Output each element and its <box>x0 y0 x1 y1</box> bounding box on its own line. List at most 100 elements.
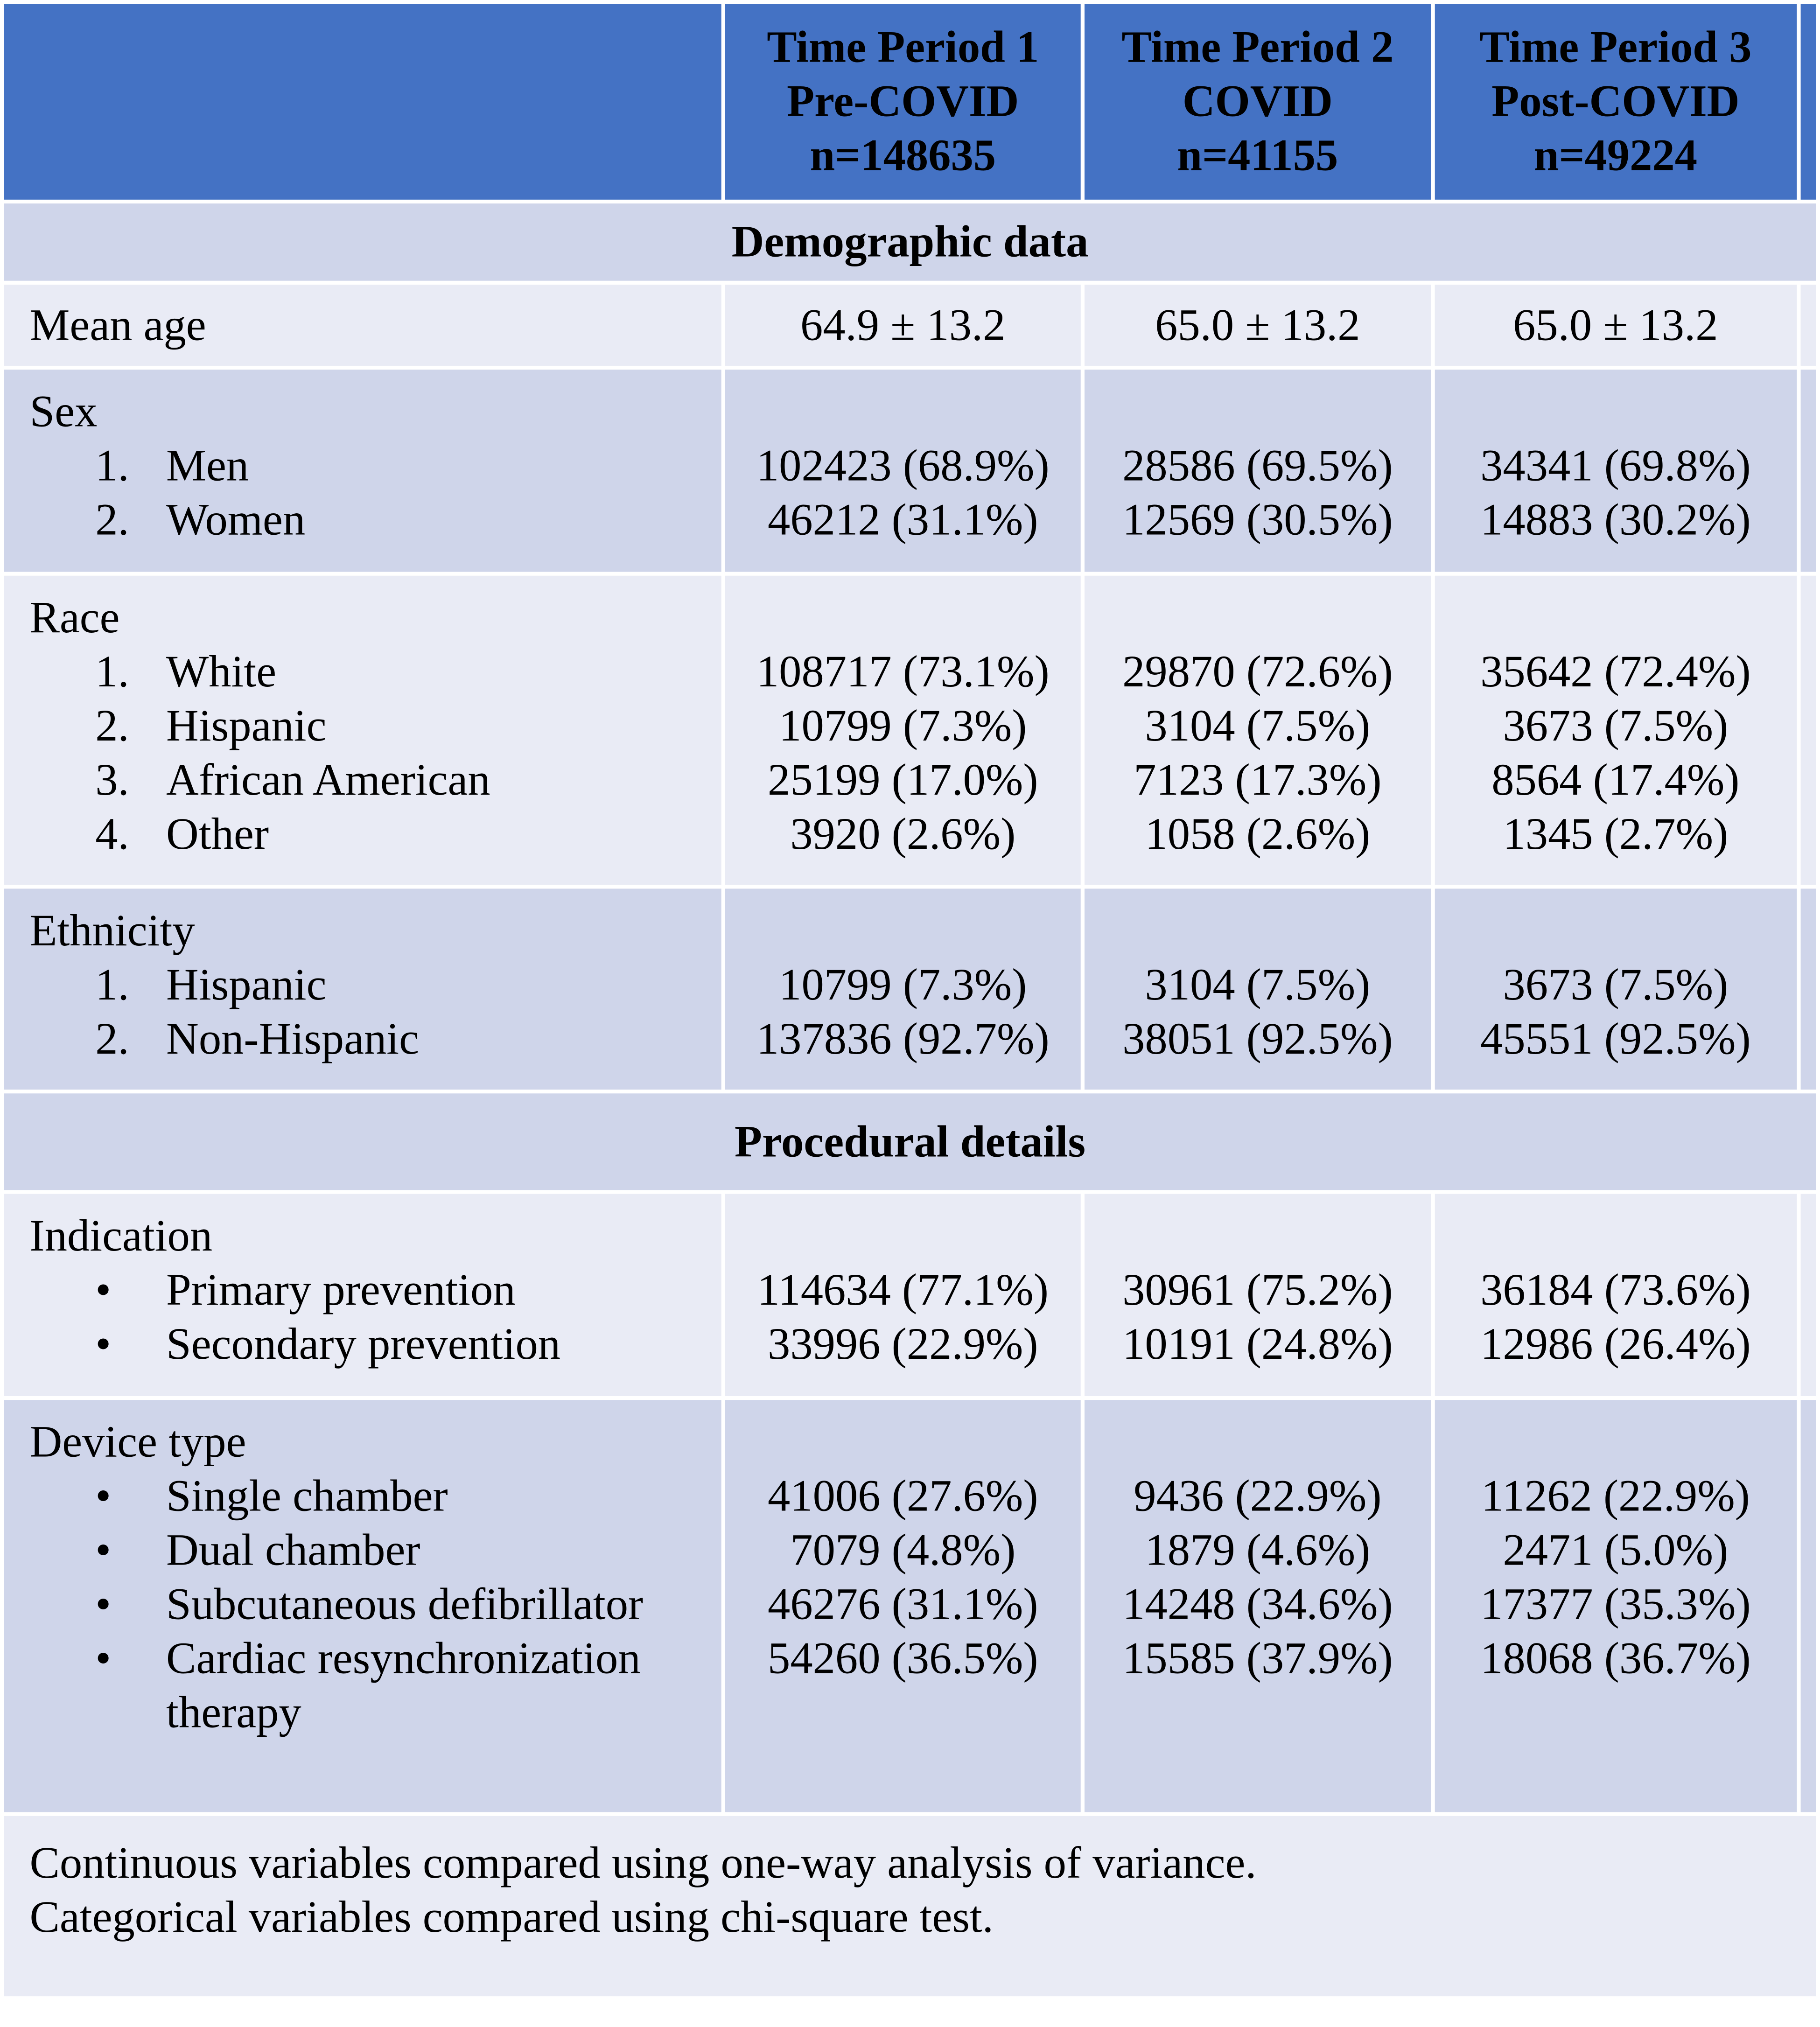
footnote-row: Continuous variables compared using one-… <box>4 1816 1816 1997</box>
sex-period-3: 34341 (69.8%) 14883 (30.2%) <box>1434 370 1797 572</box>
indication-label: Indication <box>29 1210 213 1261</box>
value-cell: 15585 (37.9%) <box>1122 1633 1393 1684</box>
row-ethnicity: Ethnicity 1. Hispanic 2. Non-Hispanic 1079… <box>4 888 1816 1090</box>
race-period-3: 35642 (72.4%) 3673 (7.5%) 8564 (17.4%) 1… <box>1434 575 1797 885</box>
mean-age-period-2: 65.0 ± 13.2 <box>1085 284 1431 366</box>
value-cell: 1345 (2.7%) <box>1503 809 1729 859</box>
footnote-cell: Continuous variables compared using one-… <box>4 1816 1816 1997</box>
sex-label: Sex <box>29 386 98 437</box>
period-2-n: n=41155 <box>1177 130 1338 181</box>
sex-item-men: 1. Men <box>29 439 721 493</box>
value-cell: 30961 (75.2%) <box>1122 1265 1393 1315</box>
period-1-subtitle: Pre-COVID <box>787 76 1019 126</box>
value-cell: 3673 (7.5%) <box>1503 700 1729 751</box>
value-cell: 36184 (73.6%) <box>1480 1265 1751 1315</box>
bullet-marker: • <box>95 1524 112 1575</box>
ethnicity-period-3: 3673 (7.5%) 45551 (92.5%) <box>1434 888 1797 1090</box>
list-marker: 3. <box>95 755 129 805</box>
value-cell: 35642 (72.4%) <box>1480 646 1751 697</box>
list-marker: 2. <box>95 700 129 751</box>
ethnicity-period-2: 3104 (7.5%) 38051 (92.5%) <box>1085 888 1431 1090</box>
item-label: Dual chamber <box>166 1524 420 1575</box>
header-empty-cell <box>4 4 721 200</box>
value-cell: 46212 (31.1%) <box>768 494 1038 545</box>
sex-period-2: 28586 (69.5%) 12569 (30.5%) <box>1085 370 1431 572</box>
value-cell: 11262 (22.9%) <box>1481 1471 1750 1521</box>
row-race: Race 1. White 2. Hispanic 3. African Americ… <box>4 575 1816 885</box>
row-indication: Indication • Primary prevention • Secondar… <box>4 1194 1816 1396</box>
race-period-2: 29870 (72.6%) 3104 (7.5%) 7123 (17.3%) 1… <box>1085 575 1431 885</box>
value-cell: 7123 (17.3%) <box>1134 755 1382 805</box>
bullet-marker: • <box>95 1471 112 1521</box>
list-marker: 2. <box>95 494 129 545</box>
sex-item-women: 2. Women <box>29 493 721 547</box>
device-type-label: Device type <box>29 1417 246 1467</box>
indication-cell: Indication • Primary prevention • Secondar… <box>4 1194 721 1396</box>
period-3-n: n=49224 <box>1533 130 1698 181</box>
value-cell: 54260 (36.5%) <box>768 1633 1038 1684</box>
value-cell: 38051 (92.5%) <box>1122 1014 1393 1064</box>
value-cell: 25199 (17.0%) <box>768 755 1038 805</box>
value-cell: 2471 (5.0%) <box>1503 1524 1729 1575</box>
section-row-procedural: Procedural details <box>4 1093 1816 1190</box>
edge-cell <box>1800 1194 1816 1396</box>
value-cell: 1058 (2.6%) <box>1145 809 1371 859</box>
period-2-label: Time Period 2 <box>1121 21 1394 72</box>
section-title-demographic: Demographic data <box>4 203 1816 281</box>
ethnicity-cell: Ethnicity 1. Hispanic 2. Non-Hispanic <box>4 888 721 1090</box>
list-marker: 1. <box>95 440 129 491</box>
period-1-label: Time Period 1 <box>767 21 1039 72</box>
list-marker: 1. <box>95 646 129 697</box>
ethnicity-item-non-hispanic: 2. Non-Hispanic <box>29 1012 721 1066</box>
race-cell: Race 1. White 2. Hispanic 3. African Americ… <box>4 575 721 885</box>
sex-cell: Sex 1. Men 2. Women <box>4 370 721 572</box>
header-period-3: Time Period 3 Post-COVID n=49224 <box>1434 4 1797 200</box>
item-label: Hispanic <box>166 959 327 1010</box>
device-type-period-1: 41006 (27.6%) 7079 (4.8%) 46276 (31.1%) … <box>725 1400 1081 1812</box>
edge-cell <box>1800 370 1816 572</box>
value-cell: 114634 (77.1%) <box>757 1265 1049 1315</box>
race-label: Race <box>29 592 120 643</box>
item-label: Men <box>166 440 249 491</box>
bullet-marker: • <box>95 1265 112 1315</box>
value-cell: 14883 (30.2%) <box>1480 494 1751 545</box>
edge-cell <box>1800 888 1816 1090</box>
mean-age-period-1: 64.9 ± 13.2 <box>725 284 1081 366</box>
footnote-chi-square: Categorical variables compared using chi… <box>29 1892 994 1943</box>
value-cell: 17377 (35.3%) <box>1480 1579 1751 1629</box>
edge-cell <box>1800 284 1816 366</box>
value-cell: 3673 (7.5%) <box>1503 959 1729 1010</box>
value-cell: 46276 (31.1%) <box>768 1579 1038 1629</box>
value-cell: 14248 (34.6%) <box>1122 1579 1393 1629</box>
value-cell: 1879 (4.6%) <box>1145 1524 1371 1575</box>
ethnicity-period-1: 10799 (7.3%) 137836 (92.7%) <box>725 888 1081 1090</box>
row-sex: Sex 1. Men 2. Women 102423 (68.9%) 46212 (… <box>4 370 1816 572</box>
item-label: Cardiac resynchronization therapy <box>166 1633 641 1738</box>
sex-period-1: 102423 (68.9%) 46212 (31.1%) <box>725 370 1081 572</box>
section-title-procedural: Procedural details <box>4 1093 1816 1190</box>
value-cell: 12986 (26.4%) <box>1480 1319 1751 1369</box>
period-3-subtitle: Post-COVID <box>1491 76 1740 126</box>
value-cell: 8564 (17.4%) <box>1491 755 1740 805</box>
ethnicity-label: Ethnicity <box>29 905 195 956</box>
race-period-1: 108717 (73.1%) 10799 (7.3%) 25199 (17.0%… <box>725 575 1081 885</box>
item-label: Other <box>166 809 269 859</box>
item-label: African American <box>166 755 490 805</box>
header-row: Time Period 1 Pre-COVID n=148635 Time Pe… <box>4 4 1816 200</box>
item-label: Women <box>166 494 306 545</box>
bullet-marker: • <box>95 1633 112 1684</box>
value-cell: 108717 (73.1%) <box>756 646 1050 697</box>
device-type-period-3: 11262 (22.9%) 2471 (5.0%) 17377 (35.3%) … <box>1434 1400 1797 1812</box>
mean-age-period-3: 65.0 ± 13.2 <box>1434 284 1797 366</box>
row-device-type: Device type • Single chamber • Dual chambe… <box>4 1400 1816 1812</box>
indication-period-2: 30961 (75.2%) 10191 (24.8%) <box>1085 1194 1431 1396</box>
list-marker: 1. <box>95 959 129 1010</box>
device-item-dual-chamber: • Dual chamber <box>29 1524 721 1578</box>
item-label: Secondary prevention <box>166 1319 561 1369</box>
value-cell: 3104 (7.5%) <box>1145 700 1371 751</box>
indication-period-1: 114634 (77.1%) 33996 (22.9%) <box>725 1194 1081 1396</box>
bullet-marker: • <box>95 1579 112 1629</box>
period-1-n: n=148635 <box>810 130 996 181</box>
device-item-crt: • Cardiac resynchronization therapy <box>29 1632 721 1740</box>
